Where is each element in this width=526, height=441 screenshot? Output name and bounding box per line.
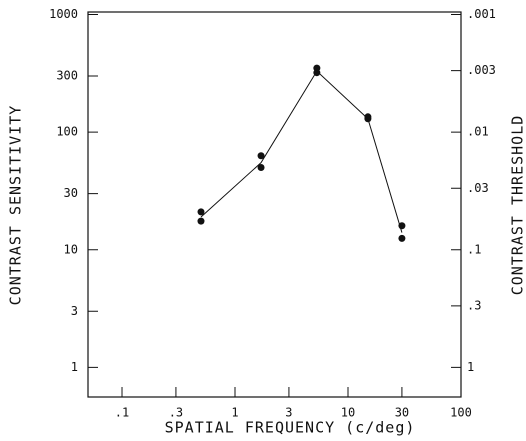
y-tick-label: 10 [64, 242, 78, 256]
x-tick-label: 3 [285, 406, 292, 420]
plot-frame [87, 11, 462, 398]
x-tick-label: 30 [395, 406, 409, 420]
y-tick-label: 1 [71, 360, 78, 374]
y-tick-label: 100 [56, 125, 78, 139]
data-point [257, 152, 265, 160]
x-tick-label: .3 [169, 406, 183, 420]
y2-tick-label: .1 [467, 242, 481, 256]
y-tick-label: 3 [71, 304, 78, 318]
y2-tick-label: .001 [467, 7, 496, 21]
y-axis-label: CONTRAST SENSITIVITY [7, 105, 25, 306]
y-tick-label: 1000 [49, 7, 78, 21]
y2-tick-label: .003 [467, 63, 496, 77]
data-point [197, 208, 205, 216]
y-tick-label: 30 [64, 186, 78, 200]
y2-tick-label: 1 [467, 360, 474, 374]
data-point [197, 217, 205, 225]
y2-tick-label: .03 [467, 181, 489, 195]
x-tick-label: 100 [450, 406, 472, 420]
y2-tick-label: .3 [467, 298, 481, 312]
data-point [257, 164, 265, 172]
x-axis-label: SPATIAL FREQUENCY (c/deg) [165, 419, 416, 437]
x-tick-label: 1 [231, 406, 238, 420]
x-tick-label: .1 [115, 406, 129, 420]
data-point [398, 234, 406, 242]
line [200, 70, 403, 233]
y2-tick-label: .01 [467, 125, 489, 139]
y-tick-label: 300 [56, 68, 78, 82]
y2-axis-label: CONTRAST THRESHOLD [509, 115, 526, 296]
x-tick-label: 10 [341, 406, 355, 420]
